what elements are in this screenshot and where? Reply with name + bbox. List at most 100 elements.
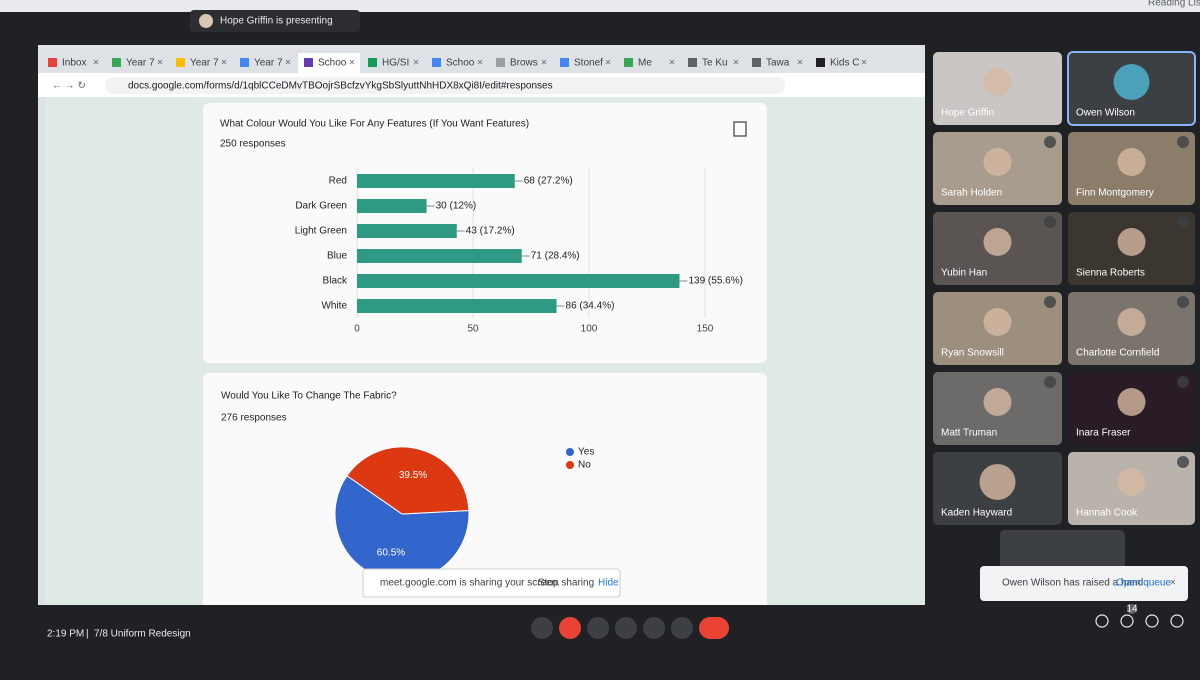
close-notification[interactable]: ×	[1170, 578, 1176, 589]
reading-list[interactable]: Reading List	[1148, 0, 1200, 9]
mic-off-icon	[1177, 376, 1189, 388]
stop-sharing[interactable]: Stop sharing	[538, 578, 594, 589]
participant-name: Hope Griffin	[941, 108, 994, 119]
participant-video	[1117, 388, 1146, 416]
bar	[357, 299, 557, 313]
category-label: Light Green	[295, 226, 347, 237]
legend-swatch	[566, 461, 574, 469]
participant-name: Kaden Hayward	[941, 508, 1012, 519]
nav-buttons[interactable]: ← → ↻	[52, 81, 86, 92]
tab-title[interactable]: Year 7	[126, 58, 155, 69]
tab-title[interactable]: Tawa	[766, 58, 790, 69]
side-button[interactable]	[1170, 614, 1184, 628]
side-button[interactable]	[1095, 614, 1109, 628]
tab-icon	[304, 58, 313, 67]
side-button[interactable]	[1145, 614, 1159, 628]
tab-icon	[240, 58, 249, 67]
presenter-text: Hope Griffin is presenting	[220, 16, 333, 27]
participant-video	[979, 464, 1016, 500]
tab-title[interactable]: Brows	[510, 58, 538, 69]
value-label: 43 (17.2%)	[466, 226, 515, 237]
control-button[interactable]	[531, 617, 553, 639]
tab-icon	[176, 58, 185, 67]
tab-close[interactable]: ×	[285, 58, 291, 69]
value-label: 139 (55.6%)	[688, 276, 742, 287]
value-label: 68 (27.2%)	[524, 176, 573, 187]
control-button[interactable]	[559, 617, 581, 639]
category-label: White	[321, 301, 347, 312]
tab-title[interactable]: Kids C	[830, 58, 859, 69]
tab-close[interactable]: ×	[413, 58, 419, 69]
people-count: 14	[1126, 604, 1138, 615]
hide[interactable]: Hide	[598, 578, 619, 589]
side-button[interactable]	[1120, 614, 1134, 628]
tab-close[interactable]: ×	[605, 58, 611, 69]
end-call[interactable]	[699, 617, 729, 639]
category-label: Dark Green	[295, 201, 347, 212]
bar	[357, 224, 457, 238]
slice-label: 60.5%	[377, 547, 405, 558]
clock: 2:19 PM	[47, 629, 84, 640]
notification-text: Owen Wilson has raised a hand	[1002, 578, 1143, 589]
tab-close[interactable]: ×	[669, 58, 675, 69]
tab-icon	[752, 58, 761, 67]
value-label: 71 (28.4%)	[531, 251, 580, 262]
notification	[980, 566, 1188, 601]
tab-title[interactable]: HG/SI	[382, 58, 409, 69]
participant-video	[983, 388, 1012, 416]
mic-off-icon	[1177, 296, 1189, 308]
tab-close[interactable]: ×	[477, 58, 483, 69]
control-button[interactable]	[671, 617, 693, 639]
chart-title: Would You Like To Change The Fabric?	[221, 391, 397, 402]
tab-title[interactable]: Year 7	[254, 58, 283, 69]
control-button[interactable]	[587, 617, 609, 639]
control-button[interactable]	[643, 617, 665, 639]
x-tick-label: 150	[697, 324, 714, 335]
tab-title[interactable]: Schoo	[446, 58, 475, 69]
value-label: 30 (12%)	[436, 201, 477, 212]
tab-title[interactable]: Stonef	[574, 58, 603, 69]
copy-icon[interactable]	[733, 121, 747, 137]
tab-title[interactable]: Inbox	[62, 58, 86, 69]
tab-title[interactable]: Me	[638, 58, 652, 69]
participant-video	[983, 68, 1012, 96]
x-tick-label: 50	[467, 324, 479, 335]
tab-close[interactable]: ×	[733, 58, 739, 69]
separator: |	[86, 629, 89, 640]
tab-close[interactable]: ×	[157, 58, 163, 69]
tab-title[interactable]: Schoo	[318, 58, 347, 69]
share-message: meet.google.com is sharing your screen.	[380, 578, 560, 589]
tab-icon	[112, 58, 121, 67]
tab-close[interactable]: ×	[93, 58, 99, 69]
mic-off-icon	[1044, 456, 1056, 468]
x-tick-label: 0	[354, 324, 360, 335]
tab-icon	[624, 58, 633, 67]
tab-close[interactable]: ×	[541, 58, 547, 69]
bar	[357, 249, 522, 263]
participant-video	[1117, 468, 1146, 496]
people-badge	[1127, 604, 1137, 614]
tab-close[interactable]: ×	[349, 58, 355, 69]
participant-name: Sienna Roberts	[1076, 268, 1145, 279]
open-queue[interactable]: Open queue	[1116, 578, 1171, 589]
participant-name: Yubin Han	[941, 268, 987, 279]
url[interactable]: docs.google.com/forms/d/1qblCCeDMvTBOojr…	[128, 81, 553, 92]
participant-name: Ryan Snowsill	[941, 348, 1004, 359]
tab-close[interactable]: ×	[797, 58, 803, 69]
category-label: Black	[323, 276, 348, 287]
x-tick-label: 100	[581, 324, 598, 335]
tab-icon	[368, 58, 377, 67]
control-button[interactable]	[615, 617, 637, 639]
mic-off-icon	[1044, 216, 1056, 228]
value-label: 86 (34.4%)	[566, 301, 615, 312]
address-bar[interactable]	[105, 77, 785, 94]
tab-title[interactable]: Te Ku	[702, 58, 728, 69]
mic-off-icon	[1044, 296, 1056, 308]
tab-close[interactable]: ×	[221, 58, 227, 69]
participant-video	[1117, 228, 1146, 256]
participant-name: Matt Truman	[941, 428, 997, 439]
tab-title[interactable]: Year 7	[190, 58, 219, 69]
mic-off-icon	[1177, 216, 1189, 228]
tab-close[interactable]: ×	[861, 58, 867, 69]
card	[203, 103, 767, 363]
